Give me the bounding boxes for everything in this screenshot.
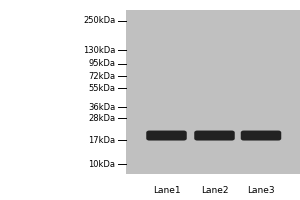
Text: 55kDa: 55kDa <box>88 84 116 93</box>
Text: 130kDa: 130kDa <box>83 46 116 55</box>
Text: Lane1: Lane1 <box>153 186 180 195</box>
Text: 72kDa: 72kDa <box>88 72 116 81</box>
Bar <box>126 10 300 174</box>
Text: 28kDa: 28kDa <box>88 114 116 123</box>
FancyBboxPatch shape <box>194 131 235 141</box>
Text: 36kDa: 36kDa <box>88 103 116 112</box>
Text: Lane2: Lane2 <box>201 186 228 195</box>
Text: 95kDa: 95kDa <box>88 59 116 68</box>
Text: Lane3: Lane3 <box>247 186 275 195</box>
Text: 250kDa: 250kDa <box>83 16 116 25</box>
Text: 10kDa: 10kDa <box>88 160 116 169</box>
FancyBboxPatch shape <box>146 131 187 141</box>
Text: 17kDa: 17kDa <box>88 136 116 145</box>
FancyBboxPatch shape <box>241 131 281 141</box>
